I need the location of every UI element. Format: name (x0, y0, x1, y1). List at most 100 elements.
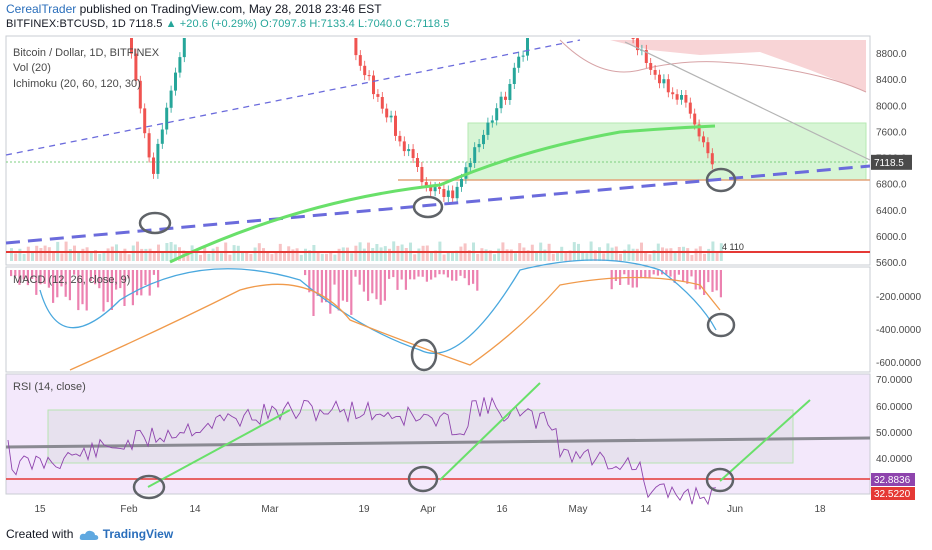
volume-bar (337, 248, 341, 261)
volume-bar (89, 252, 93, 261)
candle (354, 38, 358, 56)
volume-bar (215, 246, 219, 261)
author-link[interactable]: CerealTrader (6, 2, 77, 16)
volume-bar (245, 252, 249, 261)
candle (680, 95, 683, 100)
volume-bar (98, 253, 102, 261)
candle (442, 189, 446, 197)
time-tick-label: Jun (727, 504, 743, 515)
rsi-tick-label: 50.0000 (876, 428, 913, 439)
volume-bar (694, 248, 698, 261)
macd-histogram-bar (421, 270, 424, 277)
candle (147, 133, 151, 158)
volume-bar (661, 247, 664, 261)
volume-bar (26, 246, 30, 261)
macd-histogram-bar (106, 270, 109, 303)
highlight-circle (138, 211, 172, 235)
symbol-line: BITFINEX:BTCUSD, 1D 7118.5 ▲ +20.6 (+0.2… (6, 18, 449, 30)
volume-bar (60, 253, 64, 261)
last-price-tag: 7118.5 (874, 158, 904, 169)
candle (508, 84, 512, 100)
macd-histogram-bar (631, 270, 634, 288)
candle (156, 143, 160, 174)
macd-histogram-bar (459, 270, 462, 276)
volume-bar (493, 254, 496, 261)
candle (697, 124, 701, 137)
rsi-tag: 32.5220 (874, 489, 911, 500)
tradingview-logo[interactable]: TradingView (79, 527, 173, 541)
macd-histogram-bar (707, 270, 710, 283)
highlight-circle (407, 465, 439, 493)
up-arrow-icon: ▲ (165, 18, 177, 30)
macd-histogram-bar (400, 270, 403, 280)
volume-bar (698, 246, 702, 261)
volume-bar (140, 248, 144, 261)
price-tick-label: 6800.0 (876, 180, 907, 191)
macd-histogram-bar (144, 270, 147, 285)
volume-bar (73, 245, 76, 261)
macd-histogram-bar (669, 270, 672, 277)
highlight-circle (410, 338, 438, 372)
volume-bar (703, 253, 706, 261)
volume-bar (287, 246, 291, 261)
volume-bar (47, 247, 51, 261)
macd-histogram-bar (455, 270, 458, 281)
rsi-trend-2 (439, 382, 541, 481)
open-value: O:7097.8 (260, 18, 307, 30)
macd-histogram-bar (354, 270, 357, 277)
macd-histogram-bar (35, 270, 38, 295)
volume-bar (43, 245, 47, 261)
created-text: Created with (6, 527, 74, 541)
candle (143, 108, 147, 134)
candle (438, 187, 441, 189)
macd-histogram-bar (85, 270, 88, 311)
volume-bar (480, 248, 484, 261)
signal-line (69, 276, 721, 371)
volume-label: 4 110 (722, 242, 744, 252)
candle (512, 67, 516, 84)
volume-bar (325, 253, 328, 261)
volume-bar (194, 251, 198, 261)
macd-histogram-bar (140, 270, 143, 296)
main-legend: Bitcoin / Dollar, 1D, BITFINEX (13, 47, 160, 59)
macd-histogram-bar (371, 270, 374, 294)
volume-bar (677, 247, 681, 261)
candle (658, 74, 661, 84)
volume-bar (648, 254, 652, 261)
volume-bar (635, 248, 639, 261)
macd-histogram-bar (123, 270, 126, 306)
volume-bar (333, 254, 337, 261)
macd-histogram-bar (614, 270, 617, 281)
volume-bar (509, 249, 513, 261)
macd-histogram-bar (442, 270, 445, 275)
volume-bar (451, 251, 454, 261)
candle (495, 108, 499, 121)
macd-histogram-bar (396, 270, 399, 290)
high-value: H:7133.4 (309, 18, 355, 30)
price-tick-label: 8400.0 (876, 75, 907, 86)
candle (407, 149, 411, 152)
macd-histogram-bar (102, 270, 105, 312)
candle (174, 72, 177, 91)
volume-bar (10, 248, 13, 261)
rsi-tag: 32.8836 (874, 475, 911, 486)
macd-histogram-bar (719, 270, 722, 298)
macd-histogram-bar (367, 270, 370, 301)
macd-histogram-bar (337, 270, 340, 311)
macd-histogram-bar (404, 270, 407, 290)
volume-bar (81, 248, 85, 261)
candle (477, 144, 481, 148)
volume-bar (484, 249, 488, 261)
volume-bar (148, 248, 152, 261)
volume-bar (274, 251, 278, 261)
macd-pane (5, 266, 871, 373)
candle (693, 113, 697, 125)
volume-bar (383, 246, 387, 261)
volume-bar (425, 245, 429, 261)
macd-histogram-bar (682, 270, 685, 282)
macd-histogram-bar (148, 270, 151, 296)
time-tick-label: May (569, 504, 588, 515)
candle (631, 38, 635, 39)
macd-histogram-bar (64, 270, 67, 297)
